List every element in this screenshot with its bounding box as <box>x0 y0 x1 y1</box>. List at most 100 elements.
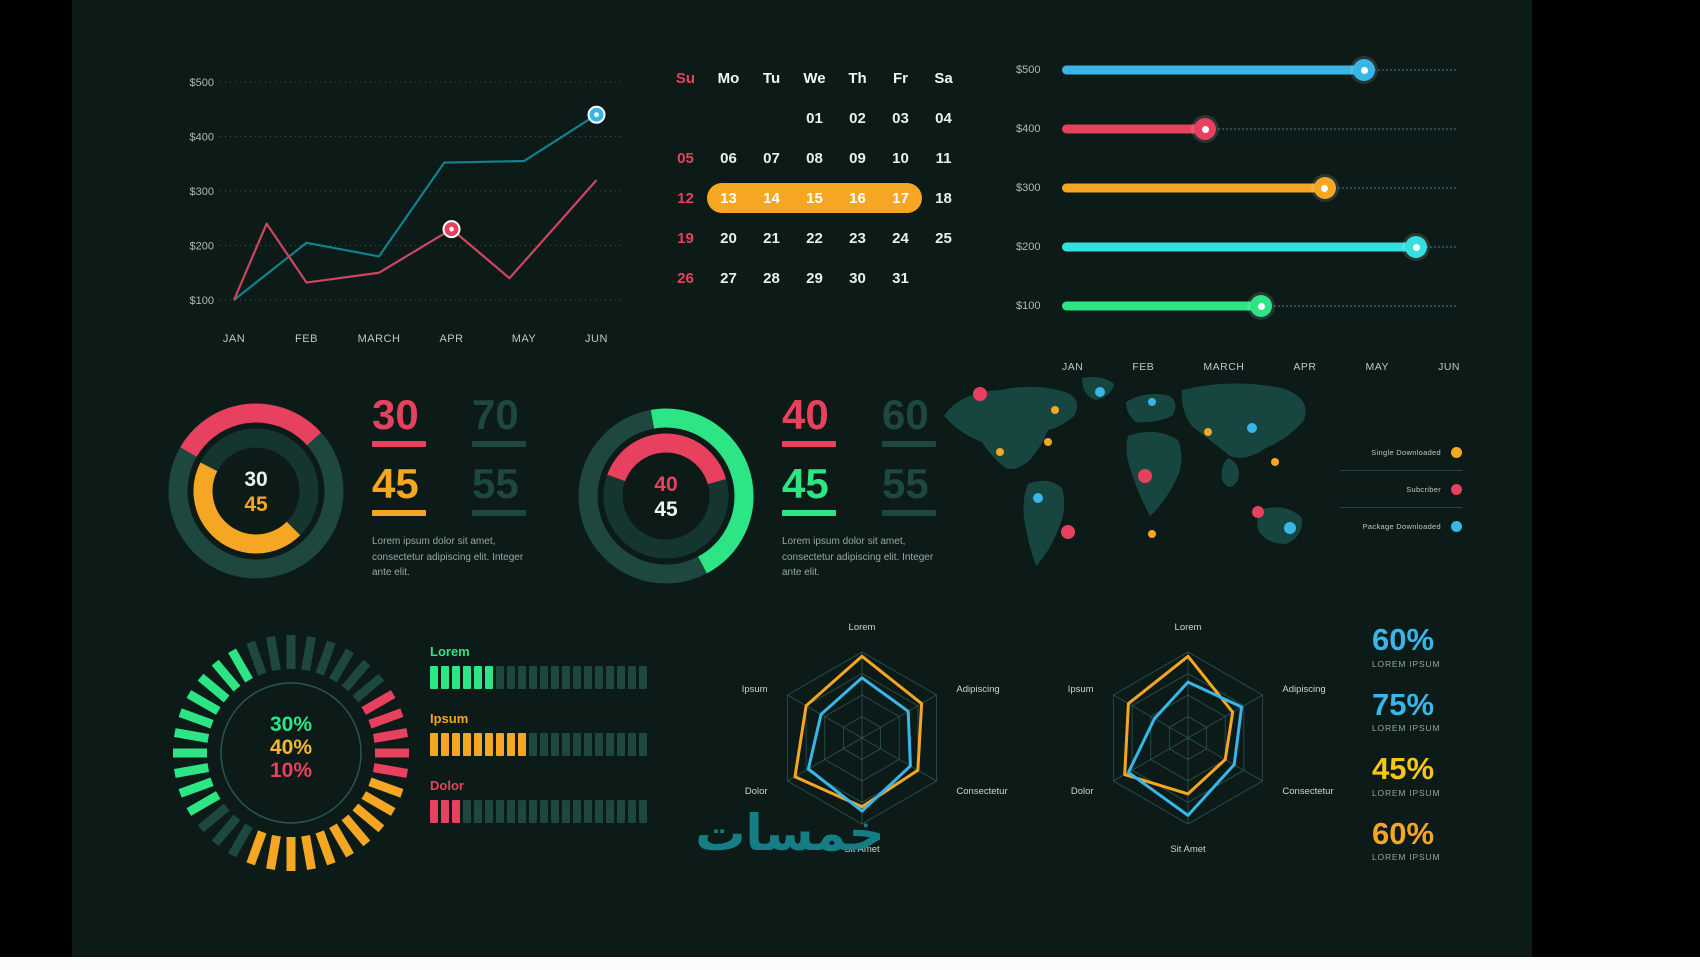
calendar-day[interactable]: 22 <box>806 229 823 247</box>
stat-value: 55 <box>472 463 542 516</box>
calendar-day[interactable]: 08 <box>806 149 823 167</box>
calendar-day[interactable]: 06 <box>720 149 737 167</box>
calendar-day[interactable]: 24 <box>892 229 909 247</box>
percent-label: LOREM IPSUM <box>1372 787 1441 798</box>
calendar-day[interactable]: 25 <box>935 229 952 247</box>
calendar-day[interactable]: 16 <box>836 178 879 218</box>
calendar-day-empty <box>664 98 707 138</box>
donut-right-stats: 40 60 45 55 Lorem ipsum dolor sit amet, cons… <box>782 394 952 581</box>
radar-chart-right: Lorem Adipiscing Consectetur Sit Amet Dolor I… <box>1038 610 1338 877</box>
percent-stat: 60% LOREM IPSUM <box>1372 623 1441 669</box>
value-sliders-chart: $500 $400 $300 $200 $100 JAN FEB MARCH APR MAY JUN <box>1016 58 1460 373</box>
map-marker <box>1138 469 1152 483</box>
calendar-day[interactable]: 23 <box>849 229 866 247</box>
calendar-day[interactable]: 02 <box>849 109 866 127</box>
calendar-day[interactable]: 20 <box>720 229 737 247</box>
stat-value: 55 <box>882 463 952 516</box>
calendar-day[interactable]: 07 <box>763 149 780 167</box>
slider-fill <box>1062 65 1365 75</box>
progress-label: Lorem <box>430 644 470 659</box>
x-axis-label: MAY <box>1365 361 1390 373</box>
slider-handle[interactable] <box>1353 59 1376 81</box>
legend-label: Single Downloaded <box>1371 447 1441 457</box>
gauge-svg: 30%40%10% <box>173 635 409 871</box>
calendar-day[interactable]: 21 <box>763 229 780 247</box>
calendar-day[interactable]: 17 <box>879 178 922 218</box>
donut-chart-right: 40 45 <box>566 396 766 601</box>
slider-handle[interactable] <box>1194 118 1217 140</box>
percent-label: LOREM IPSUM <box>1372 658 1441 669</box>
stat-value: 60 <box>882 394 952 447</box>
slider-fill <box>1062 183 1325 193</box>
slider-handle[interactable] <box>1313 177 1336 199</box>
calendar-day[interactable]: 14 <box>750 178 793 218</box>
radar-axis-label: Dolor <box>1071 786 1094 797</box>
slider-fill <box>1062 242 1417 252</box>
x-axis-label: JAN <box>1062 361 1084 373</box>
progress-row: Ipsum <box>430 711 650 756</box>
radar-chart-left: Lorem Adipiscing Consectetur Sit Amet Dolor I… <box>712 610 1012 877</box>
radar-axis-label: Ipsum <box>742 684 768 695</box>
calendar-day[interactable]: 26 <box>677 269 694 287</box>
map-marker <box>1271 458 1279 466</box>
calendar-day[interactable]: 31 <box>892 269 909 287</box>
progress-bar <box>430 800 650 823</box>
calendar-day-header: Th <box>848 69 867 87</box>
legend-dot <box>1451 446 1462 458</box>
slider-handle[interactable] <box>1250 295 1272 317</box>
radar-axis-label: Adipiscing <box>956 684 999 695</box>
description-text: Lorem ipsum dolor sit amet, consectetur … <box>372 536 524 578</box>
calendar-day-empty <box>750 98 793 138</box>
calendar-day[interactable]: 10 <box>892 149 909 167</box>
map-marker <box>1284 522 1296 534</box>
calendar-day[interactable]: 05 <box>677 149 694 167</box>
calendar-day[interactable]: 30 <box>849 269 866 287</box>
x-axis-label: FEB <box>295 333 318 345</box>
radar-axis-label: Lorem <box>1175 622 1202 633</box>
slider-row: $500 <box>1016 58 1460 82</box>
calendar-day[interactable]: 01 <box>806 109 823 127</box>
stat-value: 45 <box>372 463 442 516</box>
donut-center-value: 40 <box>654 473 677 496</box>
map-legend: Single Downloaded Subcriber Package Downlo… <box>1340 434 1462 545</box>
continent-shape <box>1181 383 1306 458</box>
radar-axis-label: Lorem <box>849 622 876 633</box>
continent-shape <box>1126 431 1182 516</box>
y-axis-label: $500 <box>190 77 214 89</box>
calendar-day[interactable]: 15 <box>793 178 836 218</box>
calendar-day[interactable]: 29 <box>806 269 823 287</box>
calendar-day-header: Mo <box>717 69 740 87</box>
continent-shape <box>1257 507 1303 544</box>
slider-value-label: $300 <box>1016 182 1041 194</box>
stat-value: 30 <box>372 394 442 447</box>
calendar-day[interactable]: 19 <box>677 229 694 247</box>
radar-axis-label: Adipiscing <box>1282 684 1325 695</box>
slider-fill <box>1062 124 1206 134</box>
continent-shape <box>944 386 1078 469</box>
donut-center-value: 45 <box>654 498 678 521</box>
world-map-svg <box>944 376 1306 566</box>
gauge-center-value: 10% <box>270 759 312 782</box>
calendar-day[interactable]: 12 <box>677 189 694 207</box>
calendar-day[interactable]: 27 <box>720 269 737 287</box>
calendar-day-empty <box>707 98 750 138</box>
calendar-day[interactable]: 04 <box>935 109 952 127</box>
calendar-day[interactable]: 18 <box>935 189 952 207</box>
description-text: Lorem ipsum dolor sit amet, consectetur … <box>782 536 934 578</box>
calendar-day[interactable]: 09 <box>849 149 866 167</box>
calendar-day[interactable]: 13 <box>707 178 750 218</box>
map-marker <box>1051 406 1059 414</box>
legend-item: Subcriber <box>1340 471 1462 508</box>
slider-track <box>1062 58 1460 82</box>
radar-series-orange <box>793 654 924 809</box>
map-marker <box>973 387 987 401</box>
monthly-line-chart: $500 $400 $300 $200 $100 JAN FEB MARCH APR MAY JUN <box>176 48 646 358</box>
calendar-day-header: Fr <box>893 69 908 87</box>
radar-series-orange <box>1123 654 1235 796</box>
calendar-day[interactable]: 28 <box>763 269 780 287</box>
calendar-day[interactable]: 11 <box>935 149 952 167</box>
y-axis-label: $400 <box>190 132 214 144</box>
slider-handle[interactable] <box>1405 236 1428 258</box>
stat-value: 40 <box>782 394 852 447</box>
calendar-day[interactable]: 03 <box>892 109 909 127</box>
